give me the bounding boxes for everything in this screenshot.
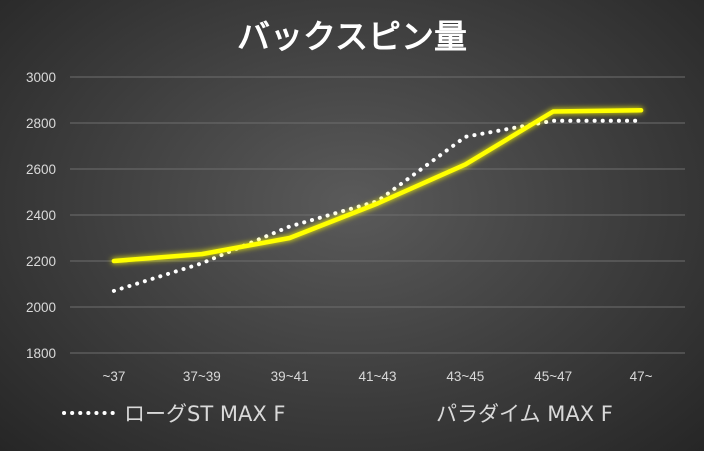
series-lines [111,108,644,293]
y-tick-label: 1800 [26,346,56,361]
y-tick-label: 2800 [26,116,56,131]
y-tick-label: 2400 [26,208,56,223]
legend-label-1: パラダイム MAX F [436,402,613,426]
x-tick-label: 41~43 [359,369,397,384]
series-line-1 [111,108,644,264]
legend-label-0: ローグST MAX F [124,402,285,426]
legend: ローグST MAX F パラダイム MAX F [62,402,613,426]
gridlines [70,76,685,354]
x-tick-label: ~37 [102,369,125,384]
x-axis: ~37 37~39 39~41 41~43 43~45 45~47 47~ [102,369,652,384]
y-tick-label: 3000 [26,70,56,85]
x-tick-label: 45~47 [534,369,572,384]
x-tick-label: 47~ [630,369,653,384]
y-axis: 1800 2000 2200 2400 2600 2800 3000 [26,70,56,361]
y-tick-label: 2000 [26,300,56,315]
chart-title: バックスピン量 [237,17,467,56]
y-tick-label: 2200 [26,254,56,269]
series-line-0 [111,118,644,293]
y-tick-label: 2600 [26,162,56,177]
x-tick-label: 37~39 [183,369,221,384]
x-tick-label: 39~41 [271,369,309,384]
x-tick-label: 43~45 [446,369,484,384]
